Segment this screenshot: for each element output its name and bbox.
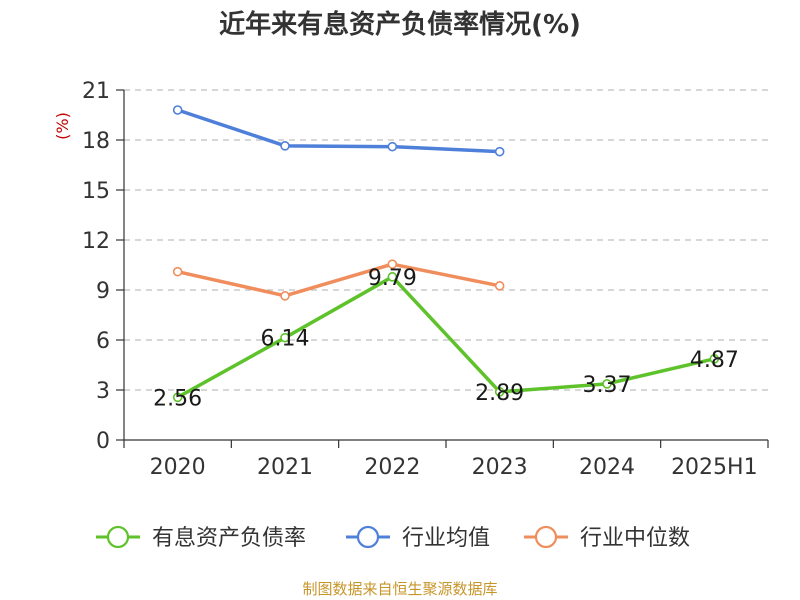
series-1 [172,105,505,157]
x-tick-label: 2023 [472,455,528,480]
data-point [494,146,505,157]
data-label: 9.79 [368,266,417,291]
legend-marker [534,525,558,549]
legend-label: 有息资产负债率 [152,526,306,551]
data-point [172,105,183,115]
y-tick-label: 3 [96,379,110,404]
legend-item-2[interactable]: 行业中位数 [524,525,690,551]
series-layer: 2.56 6.14 9.79 2.89 3.37 4.87 [153,105,739,412]
data-point [602,379,612,389]
data-label: 3.37 [583,373,632,398]
legend-item-1[interactable]: 行业均值 [346,525,490,551]
legend-label: 行业中位数 [580,526,690,551]
series-line [177,108,500,154]
data-point [387,141,398,152]
grid-lines [124,89,768,391]
chart-title: 近年来有息资产负债率情况(%) [219,10,581,40]
legend-label: 行业均值 [402,526,490,551]
data-source-note: 制图数据来自恒生聚源数据库 [302,580,498,598]
data-label: 2.56 [153,386,202,411]
y-tick-label: 0 [96,429,110,454]
y-tick-label: 12 [82,229,110,254]
data-label: 2.89 [475,381,524,406]
data-label: 6.14 [261,327,310,352]
y-tick-label: 21 [82,79,110,104]
legend-marker [356,525,380,549]
y-axis-label: (%) [53,112,72,140]
data-point [387,259,398,269]
legend-item-0[interactable]: 有息资产负债率 [96,525,306,551]
x-tick-label: 2024 [579,455,635,480]
series-line [176,275,715,399]
data-point [280,141,290,151]
series-0: 2.56 6.14 9.79 2.89 3.37 4.87 [153,266,739,412]
axes: 0 3 6 9 12 15 18 21 2020 2021 2022 2023 2024 2025H1 [82,79,769,480]
series-2 [172,259,505,301]
legend[interactable]: 有息资产负债率 行业均值 行业中位数 [96,525,690,551]
x-tick-label: 2021 [257,455,313,480]
y-tick-label: 6 [96,329,110,354]
legend-marker [106,525,130,549]
data-point [494,281,505,291]
y-tick-label: 15 [82,179,110,204]
data-point [494,387,505,397]
data-label: 4.87 [690,348,739,373]
x-tick-label: 2020 [150,455,206,480]
data-point [280,332,290,343]
x-tick-label: 2025H1 [671,455,758,480]
series-line [177,262,501,298]
data-point [280,291,290,301]
y-tick-label: 9 [96,279,110,304]
data-point [387,272,398,282]
data-point [172,392,183,403]
data-point [172,266,183,277]
x-tick-label: 2022 [364,455,420,480]
y-tick-label: 18 [82,129,110,154]
data-point [709,354,720,364]
